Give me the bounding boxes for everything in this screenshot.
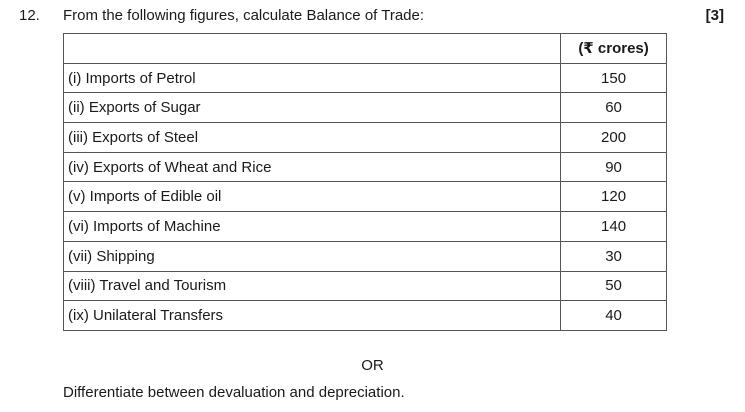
question-marks: [3] bbox=[705, 7, 724, 24]
question-number: 12. bbox=[19, 7, 40, 24]
row-value: 90 bbox=[560, 151, 667, 183]
table-row: (i) Imports of Petrol 150 bbox=[62, 62, 667, 94]
row-item: (iv) Exports of Wheat and Rice bbox=[62, 151, 562, 183]
table-header-item bbox=[62, 33, 562, 64]
row-item: (v) Imports of Edible oil bbox=[62, 181, 562, 213]
row-value: 200 bbox=[560, 122, 667, 153]
table-row: (ix) Unilateral Transfers 40 bbox=[62, 300, 667, 331]
table-row: (vi) Imports of Machine 140 bbox=[62, 211, 667, 242]
row-item: (i) Imports of Petrol bbox=[62, 62, 562, 94]
row-value: 40 bbox=[560, 300, 667, 331]
row-item: (vii) Shipping bbox=[62, 240, 562, 272]
row-value: 60 bbox=[560, 92, 667, 124]
table-row: (iii) Exports of Steel 200 bbox=[62, 122, 667, 153]
table-row: (v) Imports of Edible oil 120 bbox=[62, 181, 667, 213]
table-row: (iv) Exports of Wheat and Rice 90 bbox=[62, 151, 667, 183]
table-header-row: (₹ crores) bbox=[62, 33, 667, 64]
row-item: (ii) Exports of Sugar bbox=[62, 92, 562, 124]
alternate-question-text: Differentiate between devaluation and de… bbox=[63, 384, 405, 401]
or-separator: OR bbox=[361, 357, 384, 374]
data-table: (₹ crores) (i) Imports of Petrol 150 (ii… bbox=[62, 33, 667, 331]
row-value: 50 bbox=[560, 270, 667, 302]
row-value: 30 bbox=[560, 240, 667, 272]
question-text: From the following figures, calculate Ba… bbox=[63, 7, 425, 24]
table-row: (ii) Exports of Sugar 60 bbox=[62, 92, 667, 124]
row-item: (viii) Travel and Tourism bbox=[62, 270, 562, 302]
row-item: (iii) Exports of Steel bbox=[62, 122, 562, 153]
table-header-value: (₹ crores) bbox=[560, 33, 667, 64]
row-value: 140 bbox=[560, 211, 667, 242]
row-item: (ix) Unilateral Transfers bbox=[62, 300, 562, 331]
row-value: 150 bbox=[560, 62, 667, 94]
row-item: (vi) Imports of Machine bbox=[62, 211, 562, 242]
table-row: (vii) Shipping 30 bbox=[62, 240, 667, 272]
table-row: (viii) Travel and Tourism 50 bbox=[62, 270, 667, 302]
row-value: 120 bbox=[560, 181, 667, 213]
